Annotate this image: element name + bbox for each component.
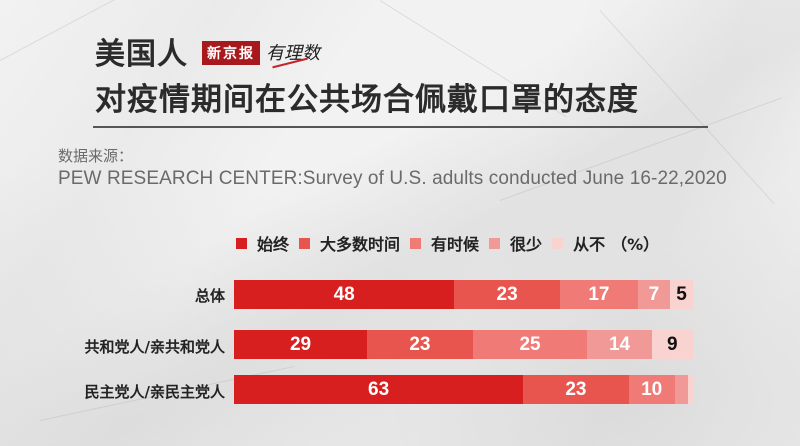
bar-segment-never: 9 <box>651 330 693 359</box>
bar-segment-rarely <box>674 375 689 404</box>
source-text: PEW RESEARCH CENTER:Survey of U.S. adult… <box>58 168 727 189</box>
legend-label: 很少 <box>510 235 543 254</box>
bar-segment-always: 63 <box>234 375 524 404</box>
legend-item-sometimes: 有时候 <box>410 231 479 255</box>
newspaper-logo: 新京报 <box>202 41 260 65</box>
bar-democrat: 63 23 10 <box>234 375 693 404</box>
legend-item-never: 从不 （%） <box>552 231 659 255</box>
legend-swatch-icon <box>299 237 311 249</box>
legend-swatch-icon <box>552 237 564 249</box>
legend-swatch-icon <box>410 237 422 249</box>
bar-segment-sometimes: 25 <box>472 330 588 359</box>
bar-segment-most-of-time: 23 <box>523 375 629 404</box>
row-label-republican: 共和党人/亲共和党人 <box>84 338 225 356</box>
title-line2: 对疫情期间在公共场合佩戴口罩的态度 <box>95 82 639 118</box>
bar-segment-sometimes: 10 <box>628 375 675 404</box>
legend-item-most-of-time: 大多数时间 <box>299 231 400 255</box>
source-label: 数据来源： <box>58 147 134 165</box>
bar-segment-most-of-time: 23 <box>367 330 473 359</box>
title-divider <box>93 126 708 128</box>
row-label-overall: 总体 <box>194 287 225 305</box>
bar-segment-most-of-time: 23 <box>454 280 560 309</box>
title-line1: 美国人 <box>95 37 188 72</box>
bar-segment-never <box>688 375 693 404</box>
legend-item-always: 始终 <box>236 231 289 255</box>
bar-segment-rarely: 7 <box>637 280 671 309</box>
legend-unit: （%） <box>611 235 660 254</box>
legend-label: 始终 <box>257 235 290 254</box>
legend-item-rarely: 很少 <box>489 231 542 255</box>
bar-segment-always: 29 <box>234 330 368 359</box>
bar-segment-always: 48 <box>234 280 455 309</box>
chart-legend: 始终 大多数时间 有时候 很少 从不 （%） <box>236 231 669 255</box>
legend-label: 有时候 <box>431 235 480 254</box>
legend-swatch-icon <box>236 237 247 249</box>
legend-label: 大多数时间 <box>320 235 401 254</box>
title-header: 美国人 新京报 有理数 <box>95 29 320 73</box>
bar-segment-sometimes: 17 <box>559 280 638 309</box>
bar-republican: 29 23 25 14 9 <box>234 330 693 359</box>
bar-segment-never: 5 <box>670 280 693 309</box>
bar-overall: 48 23 17 7 5 <box>234 280 693 309</box>
bar-segment-rarely: 14 <box>587 330 652 359</box>
row-label-democrat: 民主党人/亲民主党人 <box>84 383 225 401</box>
legend-swatch-icon <box>489 237 501 249</box>
column-logo: 有理数 <box>266 39 320 69</box>
legend-label: 从不 <box>573 235 606 254</box>
